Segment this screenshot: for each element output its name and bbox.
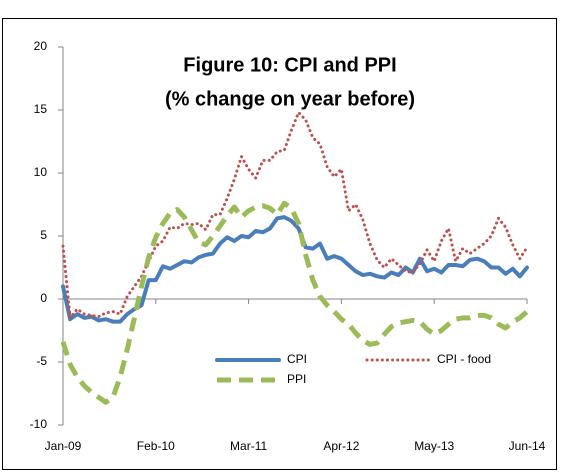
x-tick-label: Mar-11 [230,439,267,453]
x-tick-label: Apr-12 [323,439,359,453]
chart-frame [2,18,557,470]
x-tick-label: Jun-14 [509,439,546,453]
y-tick-label: -10 [30,417,48,431]
y-tick-label: 20 [34,39,48,53]
legend-label: PPI [287,372,306,386]
legend-label: CPI [287,352,307,366]
chart-title: Figure 10: CPI and PPI [183,54,396,76]
y-tick-label: 5 [40,228,47,242]
y-tick-label: 15 [34,102,48,116]
chart-subtitle: (% change on year before) [165,88,415,110]
x-tick-label: Jan-09 [45,439,82,453]
x-tick-label: May-13 [414,439,454,453]
series-line [61,215,529,324]
series-line [61,111,529,320]
y-tick-label: 10 [34,165,48,179]
series-line [60,200,529,405]
x-tick-label: Feb-10 [137,439,175,453]
y-tick-label: 0 [40,291,47,305]
legend-label: CPI - food [437,352,491,366]
y-tick-label: -5 [36,354,47,368]
